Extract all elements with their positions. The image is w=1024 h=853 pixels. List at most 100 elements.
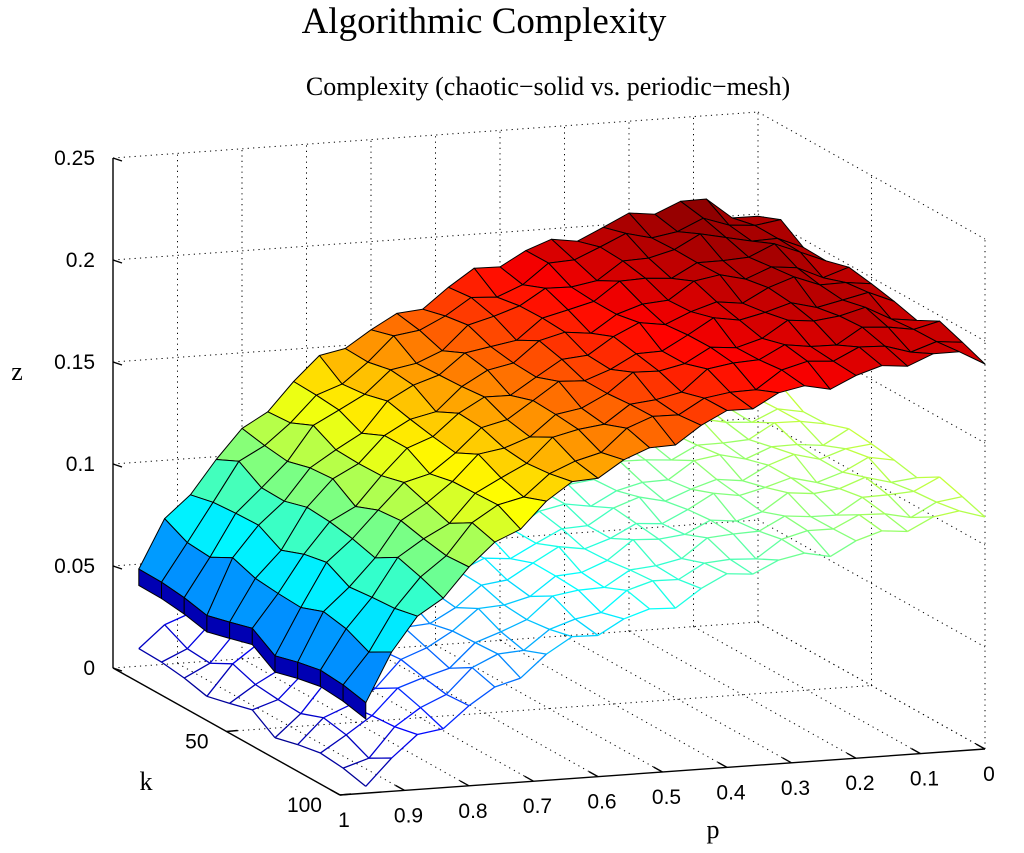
- mesh-segment: [790, 477, 817, 484]
- mesh-segment: [555, 571, 582, 577]
- grid-line: [757, 111, 986, 240]
- z-tick-label: 0.15: [54, 351, 95, 374]
- mesh-segment: [323, 717, 347, 736]
- mesh-segment: [619, 459, 646, 462]
- mesh-segment: [183, 662, 211, 679]
- mesh-segment: [229, 683, 256, 704]
- mesh-segment: [371, 715, 395, 728]
- mesh-segment: [420, 693, 447, 709]
- mesh-segment: [771, 446, 795, 455]
- mesh-segment: [164, 624, 188, 650]
- grid-line: [757, 519, 986, 648]
- mesh-segment: [910, 516, 934, 519]
- mesh-segment: [810, 516, 834, 530]
- z-tick-mark: [112, 667, 123, 672]
- mesh-segment: [742, 480, 766, 489]
- mesh-segment: [446, 693, 470, 707]
- mesh-segment: [890, 477, 918, 483]
- p-tick-label: 0.7: [523, 795, 552, 818]
- mesh-segment: [564, 503, 589, 527]
- mesh-segment: [687, 492, 714, 511]
- mesh-segment: [497, 649, 524, 655]
- mesh-segment: [778, 552, 805, 561]
- mesh-segment: [274, 737, 298, 746]
- mesh-segment: [748, 422, 775, 441]
- z-tick-label: 0.2: [66, 249, 95, 272]
- mesh-segment: [423, 667, 450, 679]
- grid-line: [241, 658, 470, 787]
- mesh-segment: [394, 726, 418, 736]
- mesh-segment: [825, 423, 849, 430]
- mesh-segment: [893, 459, 918, 479]
- mesh-segment: [642, 479, 669, 484]
- p-tick-mark: [459, 780, 470, 787]
- mesh-segment: [784, 515, 808, 532]
- mesh-segment: [739, 486, 766, 497]
- mesh-segment: [796, 443, 821, 460]
- mesh-segment: [767, 464, 792, 479]
- z-axis-label: z: [11, 357, 23, 386]
- mesh-segment: [567, 478, 595, 486]
- mesh-segment: [829, 540, 857, 558]
- mesh-segment: [555, 575, 579, 591]
- mesh-segment: [526, 618, 550, 630]
- mesh-segment: [481, 579, 508, 586]
- mesh-segment: [800, 420, 827, 425]
- mesh-segment: [884, 513, 911, 519]
- mesh-segment: [558, 546, 585, 550]
- grid-line: [628, 630, 857, 759]
- grid-line: [693, 626, 921, 755]
- mesh-segment: [765, 486, 789, 494]
- mesh-segment: [323, 704, 350, 719]
- mesh-segment: [881, 530, 908, 533]
- mesh-segment: [613, 496, 640, 509]
- mesh-segment: [736, 520, 760, 532]
- mesh-segment: [455, 606, 479, 610]
- mesh-segment: [471, 667, 496, 688]
- mesh-segment: [478, 604, 505, 610]
- mesh-segment: [652, 578, 679, 582]
- mesh-segment: [138, 648, 162, 663]
- grid-line: [112, 111, 759, 159]
- mesh-segment: [429, 607, 456, 625]
- mesh-segment: [907, 516, 934, 533]
- mesh-segment: [229, 702, 253, 711]
- mesh-segment: [764, 477, 792, 488]
- mesh-segment: [613, 507, 637, 525]
- mesh-segment: [206, 695, 230, 704]
- mesh-segment: [597, 618, 625, 636]
- mesh-segment: [961, 496, 986, 518]
- mesh-segment: [161, 648, 188, 663]
- mesh-segment: [420, 707, 444, 730]
- mesh-segment: [183, 677, 208, 697]
- mesh-segment: [506, 562, 534, 581]
- mesh-segment: [480, 584, 505, 606]
- mesh-segment: [577, 589, 602, 613]
- mesh-segment: [252, 698, 279, 711]
- mesh-segment: [667, 479, 692, 490]
- mesh-segment: [755, 538, 783, 560]
- z-tick-mark: [112, 157, 123, 162]
- mesh-segment: [758, 515, 786, 532]
- mesh-segment: [707, 533, 734, 539]
- mesh-segment: [913, 476, 940, 492]
- mesh-segment: [696, 444, 721, 456]
- mesh-segment: [777, 408, 804, 413]
- mesh-segment: [745, 458, 769, 466]
- mesh-segment: [839, 488, 863, 498]
- mesh-segment: [468, 686, 496, 707]
- mesh-segment: [600, 589, 628, 613]
- p-tick-mark: [588, 770, 599, 778]
- k-tick-mark: [226, 729, 238, 733]
- mesh-segment: [552, 589, 579, 597]
- mesh-segment: [697, 442, 723, 446]
- grid-line: [435, 644, 663, 773]
- mesh-segment: [391, 734, 418, 759]
- mesh-segment: [445, 667, 473, 695]
- mesh-segment: [887, 494, 912, 518]
- mesh-segment: [429, 622, 453, 632]
- mesh-segment: [816, 481, 840, 490]
- mesh-segment: [722, 442, 746, 460]
- solid-surface: [138, 198, 986, 721]
- mesh-segment: [910, 501, 937, 519]
